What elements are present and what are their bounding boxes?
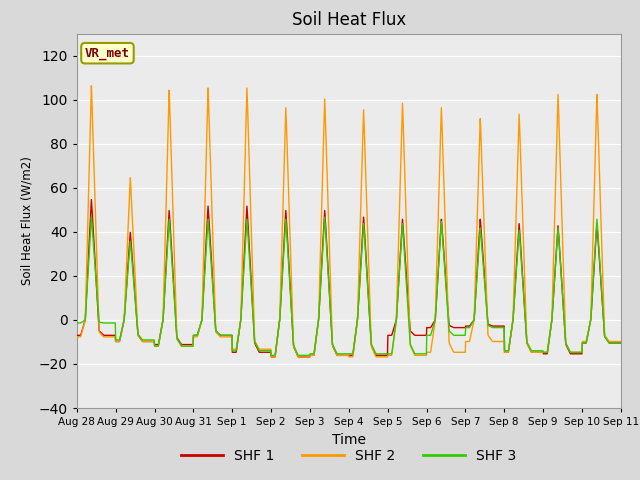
- Title: Soil Heat Flux: Soil Heat Flux: [292, 11, 406, 29]
- X-axis label: Time: Time: [332, 432, 366, 446]
- Legend: SHF 1, SHF 2, SHF 3: SHF 1, SHF 2, SHF 3: [176, 444, 522, 468]
- Y-axis label: Soil Heat Flux (W/m2): Soil Heat Flux (W/m2): [20, 156, 33, 285]
- Text: VR_met: VR_met: [85, 47, 130, 60]
